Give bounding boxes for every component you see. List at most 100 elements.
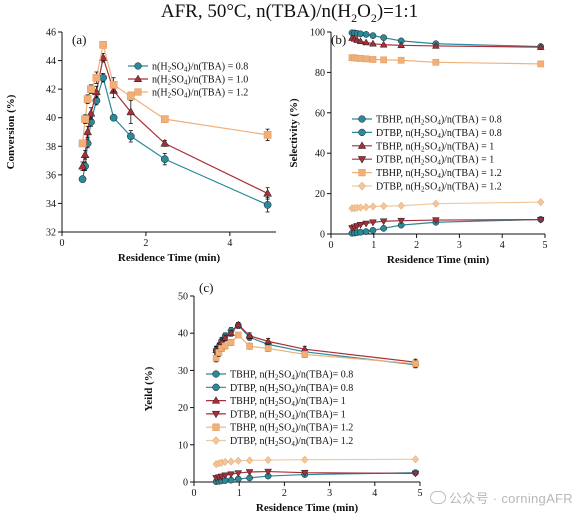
data-point xyxy=(263,131,272,139)
data-point xyxy=(379,218,388,226)
data-point xyxy=(227,471,235,479)
legend-marker xyxy=(358,168,366,177)
data-point xyxy=(362,38,370,46)
series-line xyxy=(216,472,416,483)
series-6 xyxy=(348,197,545,213)
data-point xyxy=(362,55,370,63)
x-axis-title: Residence Time (min) xyxy=(118,252,221,264)
legend-label: DTBP, n(H2SO4)/n(TBA)= 0.8 xyxy=(230,383,353,395)
data-point xyxy=(432,217,440,225)
y-tick-label: 20 xyxy=(178,403,188,414)
data-point xyxy=(432,58,440,66)
data-point xyxy=(380,224,387,232)
data-point xyxy=(221,457,229,467)
series-5 xyxy=(212,331,419,368)
data-point xyxy=(369,219,377,227)
x-tick-label: 2 xyxy=(282,488,287,499)
data-point xyxy=(160,138,170,147)
data-point xyxy=(362,31,370,38)
series-3 xyxy=(348,33,545,50)
series-line xyxy=(351,219,541,229)
data-point xyxy=(263,188,272,197)
data-point xyxy=(87,85,95,93)
data-point xyxy=(234,470,243,478)
y-tick-label: 30 xyxy=(178,366,188,377)
panel-b: 0 20 40 60 80 100 0 1 2 3 4 5 Residence Time (min) Se… xyxy=(288,28,548,267)
x-tick-label: 5 xyxy=(543,240,548,251)
y-tick-label: 10 xyxy=(178,440,188,451)
data-point xyxy=(234,456,242,465)
series-line xyxy=(351,201,541,209)
panel-a: 32 34 36 38 40 42 44 46 0 2 4 Residence Time (min) C… xyxy=(5,28,276,264)
series-line xyxy=(351,57,541,65)
data-point xyxy=(537,60,545,68)
series-4 xyxy=(348,216,545,233)
data-point xyxy=(357,30,364,38)
x-tick-label: 5 xyxy=(418,488,423,499)
y-tick-label: 80 xyxy=(315,68,325,79)
y-axis-title: Yeild (%) xyxy=(143,366,155,411)
data-point xyxy=(379,40,388,48)
y-tick-label: 36 xyxy=(46,170,56,181)
series-line xyxy=(215,458,416,465)
legend-label: n(H2SO4)/n(TBA) = 0.8 xyxy=(152,62,248,74)
y-tick-label: 40 xyxy=(315,149,325,160)
x-tick-label: 1 xyxy=(371,240,376,251)
legend-marker xyxy=(212,436,220,445)
y-tick-label: 0 xyxy=(320,230,325,241)
y-tick-label: 38 xyxy=(46,142,56,153)
data-point xyxy=(227,457,235,466)
data-point xyxy=(83,127,92,136)
x-tick-label: 0 xyxy=(60,238,65,249)
legend-label: TBHP, n(H2SO4)/n(TBA) = 0.8 xyxy=(376,115,502,127)
legend-marker xyxy=(358,181,366,191)
data-point xyxy=(86,108,96,117)
data-point xyxy=(397,217,406,225)
data-point xyxy=(234,320,243,328)
data-point xyxy=(78,175,87,183)
data-point xyxy=(221,333,230,341)
y-tick-label: 46 xyxy=(46,28,56,39)
data-point xyxy=(234,331,242,339)
legend-marker xyxy=(133,74,143,82)
legend-marker xyxy=(134,62,142,70)
data-point xyxy=(160,155,169,163)
legend-label: n(H2SO4)/n(TBA) = 1.0 xyxy=(152,75,248,87)
y-tick-label: 60 xyxy=(315,108,325,119)
data-point xyxy=(126,132,135,141)
y-tick-label: 34 xyxy=(46,199,56,210)
data-point xyxy=(369,202,377,211)
wechat-icon xyxy=(430,491,446,504)
data-point xyxy=(411,470,420,478)
data-point xyxy=(369,56,377,63)
series-6 xyxy=(212,455,420,469)
y-tick-label: 0 xyxy=(183,478,188,489)
legend-marker xyxy=(211,396,221,404)
x-tick-label: 3 xyxy=(457,240,462,251)
data-point xyxy=(369,32,377,39)
x-axis-title: Residence Time (min) xyxy=(387,254,490,266)
data-point xyxy=(357,228,364,236)
legend-label: TBHP, n(H2SO4)/n(TBA) = 1 xyxy=(376,141,494,153)
data-point xyxy=(432,41,440,49)
y-axis-title: Selectivity (%) xyxy=(288,98,300,168)
data-point xyxy=(126,92,135,101)
data-point xyxy=(263,201,272,209)
figure-title: AFR, 50°C, n(TBA)/n(H2O2)=1:1 xyxy=(160,1,419,25)
series-line xyxy=(81,44,268,144)
legend-marker xyxy=(357,156,367,164)
data-point xyxy=(81,115,89,123)
x-tick-label: 2 xyxy=(143,238,148,249)
data-point xyxy=(380,34,387,42)
x-tick-label: 4 xyxy=(500,240,505,251)
series-4 xyxy=(212,468,420,482)
data-point xyxy=(99,73,107,82)
legend-marker xyxy=(211,410,221,419)
y-tick-label: 50 xyxy=(178,292,188,303)
data-point xyxy=(80,150,90,158)
x-tick-label: 1 xyxy=(237,488,242,499)
legend-label: DTBP, n(H2SO4)/n(TBA)= 1.2 xyxy=(230,436,353,448)
